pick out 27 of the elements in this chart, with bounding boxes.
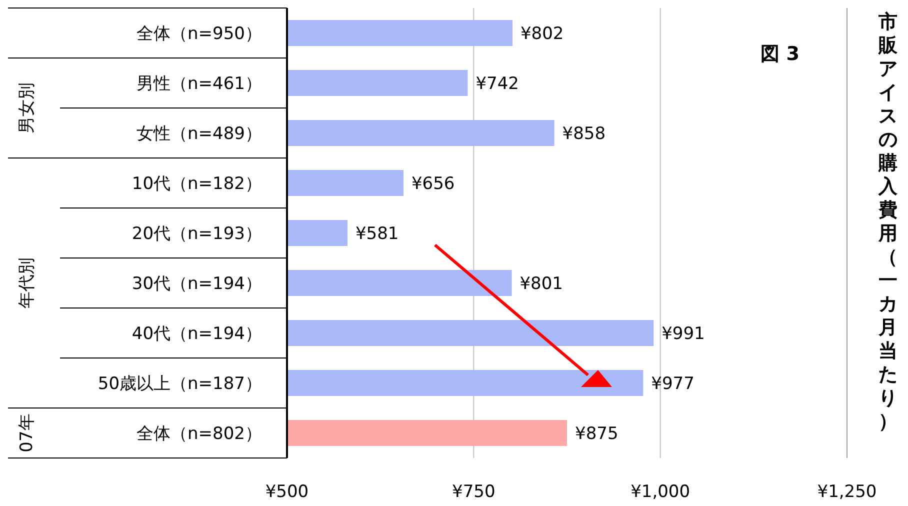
data-label: ¥742 <box>476 74 519 94</box>
y-tick-label: 30代（n=194） <box>132 274 262 294</box>
y-tick-label: 全体（n=950） <box>136 24 262 44</box>
data-label: ¥858 <box>562 124 606 144</box>
text: 男女別 <box>16 82 37 134</box>
x-tick-label: ¥1,000 <box>630 482 690 502</box>
y-tick-label: 10代（n=182） <box>132 174 262 194</box>
annotation: 図 3 <box>760 43 800 65</box>
y-tick-label: 50歳以上（n=187） <box>98 374 262 394</box>
data-label: ¥801 <box>520 274 564 294</box>
chart-title: 市販アイスの購入費用（一カ月当たり） <box>878 11 898 432</box>
x-tick-label: ¥500 <box>265 482 309 502</box>
text: 年代別 <box>16 258 37 308</box>
x-tick-label: ¥1,250 <box>817 482 877 502</box>
y-tick-label: 女性（n=489） <box>136 124 262 144</box>
data-label: ¥581 <box>355 224 399 244</box>
y-tick-label: 男性（n=461） <box>136 74 262 94</box>
x-tick-label: ¥750 <box>452 482 496 502</box>
data-label: ¥802 <box>520 24 564 44</box>
y-tick-label: 40代（n=194） <box>132 324 262 344</box>
data-label: ¥991 <box>662 324 705 344</box>
text: 07年 <box>16 414 37 452</box>
y-tick-label: 20代（n=193） <box>132 224 262 244</box>
data-label: ¥977 <box>651 374 694 394</box>
data-label: ¥875 <box>575 424 618 444</box>
data-label: ¥656 <box>411 174 455 194</box>
y-tick-label: 全体（n=802） <box>136 424 262 444</box>
